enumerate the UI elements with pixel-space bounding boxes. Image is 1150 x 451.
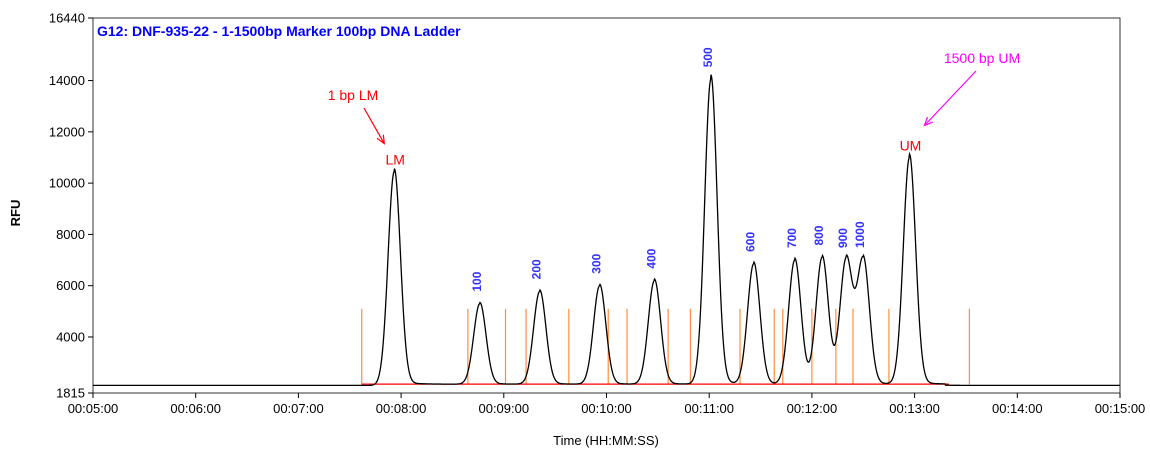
peak-label: 300 (590, 253, 604, 273)
peak-label: 1000 (853, 221, 867, 248)
y-tick-label: 8000 (56, 227, 85, 242)
x-tick-label: 00:15:00 (1095, 401, 1146, 416)
x-tick-label: 00:05:00 (68, 401, 119, 416)
x-tick-label: 00:07:00 (273, 401, 324, 416)
peak-labels: LM 100 200 300 400 500 600 700 800 900 1000 UM (386, 47, 922, 292)
y-tick-label: 4000 (56, 329, 85, 344)
x-tick-label: 00:13:00 (889, 401, 940, 416)
peak-label: 200 (530, 259, 544, 279)
annotation-text: 1 bp LM (328, 87, 379, 103)
annotation-arrowhead (376, 134, 385, 145)
y-tick-label: 12000 (49, 124, 85, 139)
peak-label: 600 (744, 232, 758, 252)
annotation-arrow (363, 107, 385, 144)
x-tick-label: 00:09:00 (478, 401, 529, 416)
peak-label: 500 (701, 47, 715, 67)
peak-label: 100 (470, 271, 484, 291)
y-tick-label: 6000 (56, 278, 85, 293)
peak-label: LM (386, 152, 405, 168)
y-axis-label: RFU (8, 200, 23, 227)
x-tick-label: 00:14:00 (992, 401, 1043, 416)
annotation-text: 1500 bp UM (944, 50, 1020, 66)
x-tick-label: 00:10:00 (581, 401, 632, 416)
y-tick-label: 1815 (56, 386, 85, 401)
plot-area (92, 17, 1121, 394)
chart-title: G12: DNF-935-22 - 1-1500bp Marker 100bp … (97, 23, 461, 39)
x-axis-label: Time (HH:MM:SS) (553, 433, 659, 448)
annotation-arrowhead (923, 116, 934, 127)
series-trace (93, 74, 1120, 387)
peak-label: 400 (644, 248, 658, 268)
annotations: 1 bp LM 1500 bp UM (328, 50, 1020, 145)
x-tick-label: 00:11:00 (684, 401, 734, 416)
peak-label: UM (900, 137, 922, 153)
y-tick-label: 16440 (49, 11, 85, 26)
y-tick-label: 10000 (49, 176, 85, 191)
annotation-arrow (924, 70, 977, 126)
peak-label: 900 (836, 228, 850, 248)
axis-ticks: 00:05:00 00:06:00 00:07:00 00:08:00 00:09:00… (49, 11, 1145, 417)
peak-label: 800 (812, 225, 826, 245)
x-tick-label: 00:08:00 (376, 401, 427, 416)
peak-label: 700 (785, 228, 799, 248)
x-tick-label: 00:12:00 (787, 401, 838, 416)
y-tick-label: 14000 (49, 73, 85, 88)
x-tick-label: 00:06:00 (170, 401, 221, 416)
